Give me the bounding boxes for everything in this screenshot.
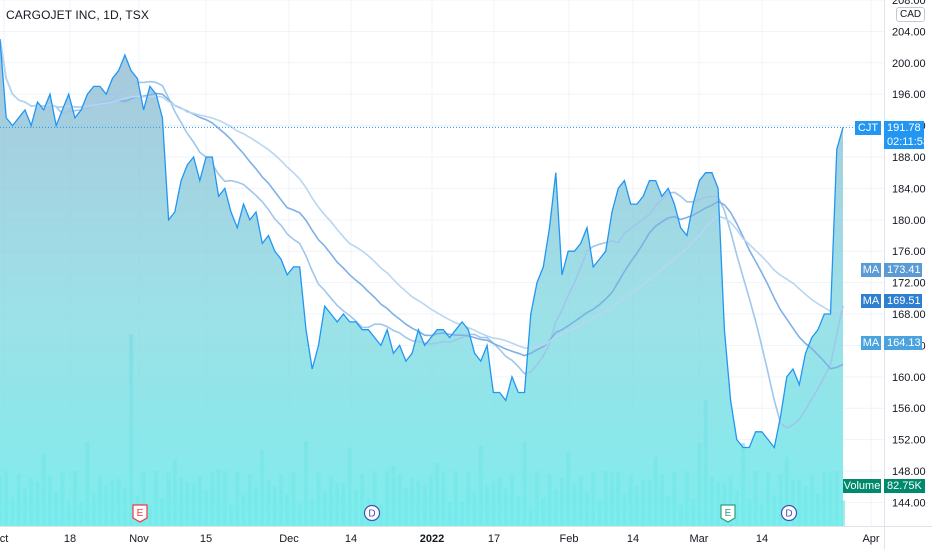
y-tick-label: 208.00 [892, 0, 926, 7]
ma-label: MA [861, 336, 881, 350]
y-tick-label: 188.00 [892, 152, 926, 164]
x-tick-label: 14 [627, 533, 639, 545]
y-tick-label: 148.00 [892, 466, 926, 478]
y-tick-label: 184.00 [892, 183, 926, 195]
last-price-tag: CJT 191.78 02:11:53 [855, 121, 929, 149]
dividend-marker-icon[interactable]: D [780, 504, 798, 522]
marker-shape [720, 504, 736, 523]
bar-countdown: 02:11:53 [887, 136, 930, 148]
x-tick-label: 2022 [420, 533, 444, 545]
chart-title: CARGOJET INC, 1D, TSX [6, 8, 150, 22]
x-tick-label: 18 [64, 533, 76, 545]
dividend-marker-icon[interactable]: D [363, 504, 381, 522]
ma-value: 164.13 [884, 336, 922, 350]
x-tick-label: 14 [756, 533, 768, 545]
y-tick-label: 144.00 [892, 497, 926, 509]
marker-shape [132, 504, 148, 523]
ma-value: 169.51 [884, 294, 922, 308]
x-tick-label: 15 [200, 533, 212, 545]
last-price: 191.78 [887, 122, 921, 134]
moving-average-line [0, 39, 844, 429]
y-tick-label: 160.00 [892, 372, 926, 384]
y-tick-label: 180.00 [892, 215, 926, 227]
earnings-marker-icon[interactable]: E [132, 504, 148, 523]
x-tick-label: 17 [488, 533, 500, 545]
x-tick-label: Dec [279, 533, 299, 545]
marker-shape [780, 504, 798, 522]
volume-label: Volume [843, 479, 881, 493]
volume-value: 82.75K [884, 479, 925, 493]
y-tick-label: 196.00 [892, 89, 926, 101]
price-line [0, 39, 844, 450]
y-tick-label: 156.00 [892, 403, 926, 415]
marker-shape [363, 504, 381, 522]
x-tick-label: Apr [862, 533, 879, 545]
y-tick-label: 172.00 [892, 278, 926, 290]
price-area [0, 39, 843, 527]
last-price-value: 191.78 02:11:53 [884, 121, 930, 149]
x-tick-label: Nov [129, 533, 149, 545]
x-tick-label: Feb [560, 533, 579, 545]
symbol-label: CJT [855, 121, 881, 135]
ma-label: MA [861, 294, 881, 308]
y-tick-label: 176.00 [892, 246, 926, 258]
y-tick-label: 200.00 [892, 58, 926, 70]
x-tick-label: ct [0, 533, 8, 545]
earnings-marker-icon[interactable]: E [720, 504, 736, 523]
y-tick-label: 168.00 [892, 309, 926, 321]
y-tick-label: 204.00 [892, 26, 926, 38]
x-tick-label: Mar [690, 533, 709, 545]
marker-glyph: D [368, 509, 375, 520]
marker-glyph: D [785, 509, 792, 520]
marker-glyph: E [725, 508, 732, 519]
ma-value: 173.41 [884, 263, 922, 277]
y-tick-label: 152.00 [892, 435, 926, 447]
x-tick-label: 14 [345, 533, 357, 545]
marker-glyph: E [137, 508, 144, 519]
ma-label: MA [861, 263, 881, 277]
currency-badge[interactable]: CAD [896, 7, 926, 22]
